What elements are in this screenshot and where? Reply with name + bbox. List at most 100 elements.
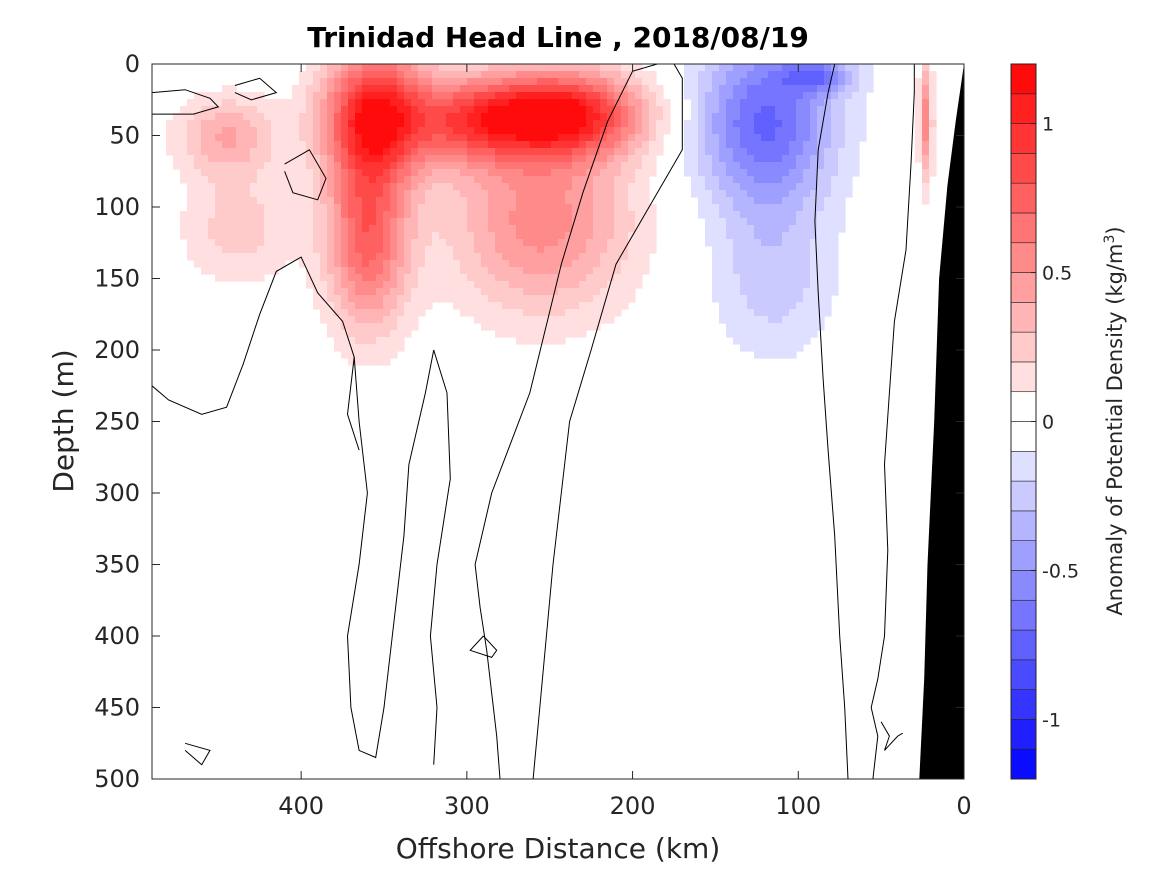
heatmap-cell-2649 — [355, 267, 363, 275]
heatmap-cell-58 — [754, 64, 762, 72]
heatmap-cell-2128 — [236, 225, 244, 233]
heatmap-cell-2520 — [565, 253, 573, 261]
heatmap-cell-3167 — [733, 323, 741, 331]
heatmap-cell-508 — [915, 99, 923, 107]
heatmap-cell-1136 — [355, 148, 363, 156]
heatmap-cell-2456 — [768, 246, 776, 254]
heatmap-cell-3227 — [397, 337, 405, 345]
heatmap-cell-1492 — [845, 169, 853, 177]
heatmap-cell-1721 — [495, 190, 503, 198]
heatmap-cell-906 — [859, 127, 867, 135]
heatmap-cell-894 — [775, 127, 783, 135]
heatmap-cell-1458 — [579, 169, 587, 177]
heatmap-cell-244 — [327, 85, 335, 93]
heatmap-cell-1428 — [369, 169, 377, 177]
heatmap-cell-3053 — [495, 309, 503, 317]
heatmap-cell-2396 — [292, 246, 300, 254]
heatmap-cell-2461 — [803, 246, 811, 254]
heatmap-cell-15 — [411, 64, 419, 72]
heatmap-cell-1338 — [404, 162, 412, 170]
heatmap-cell-1081 — [684, 141, 692, 149]
heatmap-cell-2189 — [712, 225, 720, 233]
heatmap-cell-2004 — [607, 211, 615, 219]
heatmap-cell-1887 — [411, 204, 419, 212]
heatmap-cell-2864 — [425, 288, 433, 296]
heatmap-cell-420 — [229, 99, 237, 107]
heatmap-cell-740 — [390, 120, 398, 128]
heatmap-cell-225 — [810, 78, 818, 86]
heatmap-cell-131 — [712, 71, 720, 79]
heatmap-cell-201 — [614, 78, 622, 86]
heatmap-cell-266 — [481, 85, 489, 93]
heatmap-cell-1549 — [551, 176, 559, 184]
heatmap-cell-430 — [299, 99, 307, 107]
heatmap-cell-2000 — [579, 211, 587, 219]
heatmap-cell-1606 — [320, 183, 328, 191]
heatmap-cell-1120 — [243, 148, 251, 156]
heatmap-cell-1886 — [404, 204, 412, 212]
heatmap-cell-2978 — [334, 302, 342, 310]
heatmap-cell-459 — [502, 99, 510, 107]
plot-area: 400 300 200 100 0 05010015020025030035040045… — [94, 50, 971, 820]
heatmap-cell-1025 — [271, 141, 279, 149]
heatmap-cell-340 — [348, 92, 356, 100]
heatmap-cell-3084 — [810, 309, 818, 317]
heatmap-cell-161 — [334, 78, 342, 86]
heatmap-cell-3128 — [768, 316, 776, 324]
heatmap-cell-729 — [313, 120, 321, 128]
heatmap-cell-1356 — [530, 162, 538, 170]
heatmap-cell-883 — [698, 127, 706, 135]
heatmap-cell-2670 — [502, 267, 510, 275]
heatmap-cell-361 — [495, 92, 503, 100]
heatmap-cell-1767 — [187, 197, 195, 205]
heatmap-cell-2719 — [327, 274, 335, 282]
heatmap-cell-2127 — [229, 225, 237, 233]
heatmap-cell-1169 — [586, 148, 594, 156]
heatmap-cell-492 — [754, 99, 762, 107]
heatmap-cell-535 — [348, 106, 356, 114]
heatmap-cell-610 — [180, 113, 188, 121]
colorbar-tick-label-0: 1 — [1042, 114, 1054, 136]
heatmap-cell-3230 — [530, 337, 538, 345]
heatmap-cell-3164 — [586, 323, 594, 331]
heatmap-cell-756 — [502, 120, 510, 128]
heatmap-cell-2179 — [593, 225, 601, 233]
heatmap-cell-1507 — [257, 176, 265, 184]
heatmap-cell-2730 — [404, 274, 412, 282]
heatmap-cell-436 — [341, 99, 349, 107]
heatmap-cell-944 — [404, 134, 412, 142]
heatmap-cell-2967 — [775, 295, 783, 303]
heatmap-cell-2903 — [775, 288, 783, 296]
heatmap-cell-2037 — [215, 218, 223, 226]
heatmap-cell-1893 — [453, 204, 461, 212]
heatmap-cell-1143 — [404, 148, 412, 156]
heatmap-cell-2877 — [516, 288, 524, 296]
heatmap-cell-458 — [495, 99, 503, 107]
heatmap-cell-1511 — [285, 176, 293, 184]
heatmap-cell-2999 — [502, 302, 510, 310]
heatmap-cell-2777 — [803, 274, 811, 282]
heatmap-cell-1196 — [796, 148, 804, 156]
heatmap-cell-1623 — [439, 183, 447, 191]
heatmap-cell-1790 — [348, 197, 356, 205]
heatmap-cell-1972 — [383, 211, 391, 219]
heatmap-cell-1474 — [719, 169, 727, 177]
heatmap-cell-893 — [768, 127, 776, 135]
heatmap-cell-348 — [404, 92, 412, 100]
heatmap-cell-1614 — [376, 183, 384, 191]
heatmap-cell-1485 — [796, 169, 804, 177]
heatmap-cell-171 — [404, 78, 412, 86]
heatmap-cell-1466 — [635, 169, 643, 177]
heatmap-cell-1916 — [614, 204, 622, 212]
heatmap-cell-824 — [271, 127, 279, 135]
heatmap-cell-187 — [516, 78, 524, 86]
heatmap-cell-1270 — [607, 155, 615, 163]
heatmap-cell-1056 — [488, 141, 496, 149]
heatmap-cell-2296 — [194, 239, 202, 247]
heatmap-cell-109 — [530, 71, 538, 79]
heatmap-cell-1076 — [628, 141, 636, 149]
heatmap-cell-2435 — [565, 246, 573, 254]
heatmap-cell-3162 — [572, 323, 580, 331]
heatmap-cell-2784 — [320, 281, 328, 289]
heatmap-cell-593 — [775, 106, 783, 114]
